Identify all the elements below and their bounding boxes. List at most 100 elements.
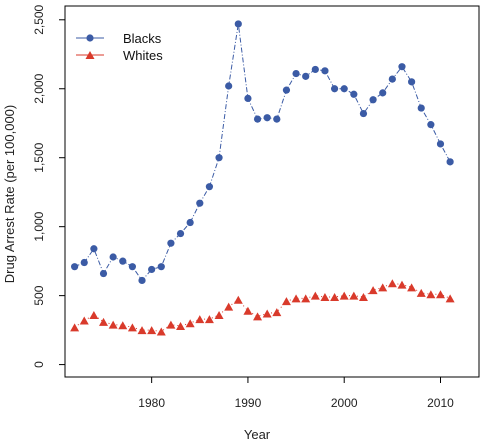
- data-point-blacks: [330, 85, 339, 93]
- data-point-whites: [243, 306, 253, 315]
- data-point-blacks: [302, 72, 310, 80]
- data-point-whites: [79, 316, 89, 325]
- data-point-whites: [445, 294, 455, 303]
- data-point-blacks: [119, 257, 127, 265]
- data-point-blacks: [80, 258, 88, 267]
- data-point-blacks: [253, 115, 262, 123]
- data-point-whites: [368, 286, 378, 295]
- data-point-blacks: [176, 229, 185, 238]
- data-point-blacks: [388, 75, 396, 83]
- data-point-whites: [233, 295, 243, 304]
- data-point-blacks: [99, 269, 108, 278]
- data-point-blacks: [167, 239, 175, 247]
- y-axis: 0 500 1,000 1,500 2,000 2,500: [32, 4, 65, 368]
- data-point-whites: [99, 317, 109, 326]
- data-point-whites: [70, 323, 80, 332]
- series-layer: [70, 20, 455, 336]
- legend-whites-label: Whites: [123, 48, 163, 63]
- data-point-whites: [387, 279, 397, 288]
- legend: Blacks Whites: [76, 31, 163, 63]
- x-axis-title: Year: [244, 427, 271, 442]
- data-point-blacks: [148, 265, 156, 274]
- data-point-whites: [127, 323, 137, 332]
- data-point-blacks: [263, 114, 271, 122]
- data-point-whites: [320, 293, 330, 302]
- legend-blacks-marker: [86, 34, 94, 42]
- data-point-blacks: [128, 263, 136, 271]
- data-point-whites: [407, 283, 417, 292]
- legend-whites-marker: [85, 51, 95, 59]
- data-point-blacks: [311, 65, 319, 74]
- data-point-whites: [108, 320, 118, 329]
- legend-blacks-label: Blacks: [123, 31, 162, 46]
- data-point-blacks: [234, 20, 242, 28]
- x-tick-label: 2010: [427, 396, 454, 410]
- data-point-whites: [291, 294, 301, 303]
- data-point-blacks: [436, 140, 445, 148]
- data-point-blacks: [215, 154, 223, 162]
- data-point-blacks: [109, 253, 117, 261]
- series-line-whites: [74, 282, 451, 333]
- y-tick-label: 2,000: [32, 73, 46, 103]
- data-point-whites: [214, 310, 224, 319]
- data-point-whites: [195, 315, 205, 324]
- data-point-whites: [301, 294, 311, 303]
- x-tick-label: 1990: [235, 396, 262, 410]
- data-point-whites: [204, 315, 214, 324]
- data-point-whites: [397, 280, 407, 289]
- data-point-blacks: [244, 94, 252, 103]
- data-point-blacks: [427, 121, 435, 129]
- data-point-blacks: [340, 85, 348, 93]
- data-point-blacks: [417, 104, 425, 112]
- series-line-blacks: [74, 23, 451, 282]
- data-point-blacks: [408, 78, 416, 86]
- data-point-blacks: [157, 263, 165, 271]
- data-point-blacks: [350, 90, 358, 98]
- data-point-blacks: [379, 89, 387, 97]
- data-point-blacks: [321, 67, 329, 75]
- data-point-blacks: [225, 82, 233, 90]
- data-point-blacks: [138, 276, 146, 285]
- data-point-whites: [378, 283, 388, 292]
- data-point-whites: [349, 291, 359, 300]
- plot-frame: [64, 5, 480, 378]
- data-point-blacks: [205, 183, 214, 191]
- data-point-blacks: [273, 115, 281, 123]
- data-point-blacks: [71, 263, 79, 271]
- data-point-whites: [176, 321, 186, 330]
- y-tick-label: 0: [32, 361, 46, 368]
- data-point-whites: [416, 288, 426, 297]
- data-point-whites: [156, 327, 166, 336]
- data-point-whites: [339, 291, 349, 300]
- data-point-whites: [253, 312, 263, 321]
- x-tick-label: 1980: [138, 396, 165, 410]
- data-point-whites: [426, 290, 436, 299]
- data-point-blacks: [196, 199, 204, 207]
- data-point-whites: [89, 310, 99, 319]
- data-point-whites: [147, 326, 157, 335]
- data-point-blacks: [398, 63, 406, 71]
- y-tick-label: 2,500: [32, 4, 46, 34]
- data-point-whites: [310, 291, 320, 300]
- x-tick-label: 2000: [331, 396, 358, 410]
- y-tick-label: 500: [32, 285, 46, 305]
- data-point-whites: [330, 293, 340, 302]
- data-point-blacks: [359, 109, 368, 118]
- data-point-whites: [281, 297, 291, 306]
- y-tick-label: 1,000: [32, 211, 46, 241]
- x-axis: 1980 1990 2000 2010: [138, 377, 454, 410]
- data-point-whites: [137, 326, 147, 335]
- data-point-whites: [224, 302, 234, 311]
- data-point-blacks: [186, 218, 194, 227]
- data-point-whites: [118, 321, 128, 330]
- data-point-whites: [272, 308, 282, 317]
- data-point-blacks: [446, 158, 454, 166]
- y-axis-title: Drug Arrest Rate (per 100,000): [2, 105, 17, 283]
- data-point-whites: [262, 309, 272, 318]
- data-point-whites: [166, 320, 176, 329]
- data-point-whites: [435, 290, 445, 299]
- data-point-whites: [358, 293, 368, 302]
- data-point-whites: [185, 319, 195, 328]
- y-tick-label: 1,500: [32, 142, 46, 172]
